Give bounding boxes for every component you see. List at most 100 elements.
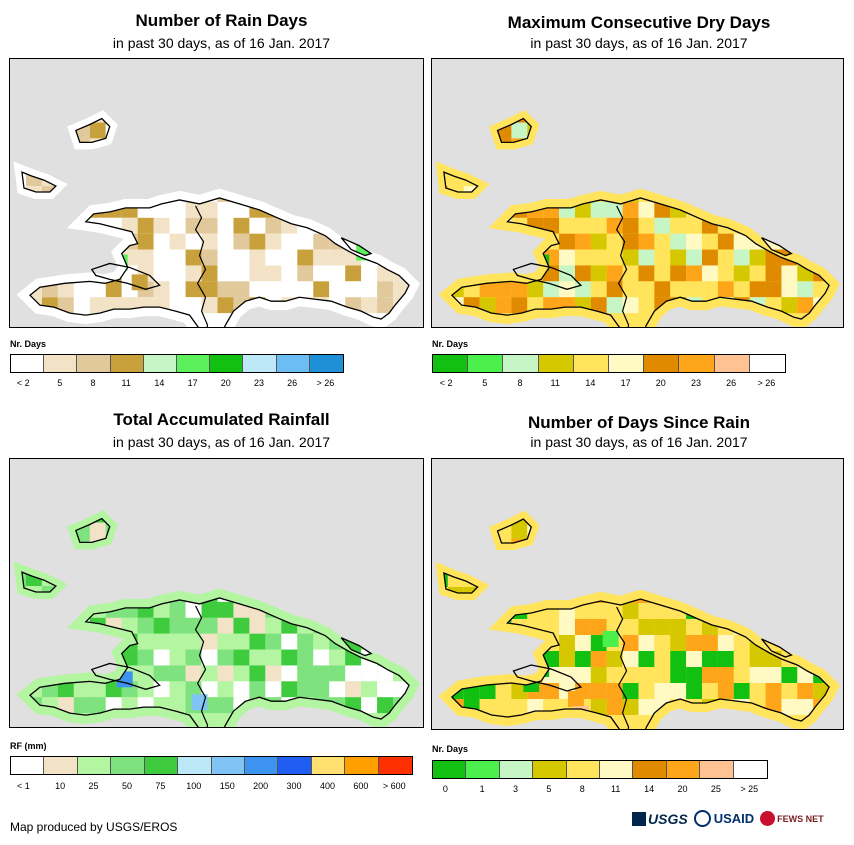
grid-cell <box>42 91 58 107</box>
grid-cell <box>464 59 480 75</box>
grid-cell <box>89 122 106 139</box>
grid-cell <box>169 649 186 666</box>
panel2-legend-bar <box>432 354 786 373</box>
grid-cell <box>702 170 718 187</box>
grid-cell <box>249 75 265 91</box>
grid-cell <box>329 649 346 666</box>
grid-cell <box>511 523 528 539</box>
rainfall-map <box>9 458 424 728</box>
grid-cell <box>169 217 186 234</box>
grid-cell <box>74 491 90 507</box>
grid-cell <box>496 91 512 107</box>
grid-cell <box>448 459 464 475</box>
grid-cell <box>527 75 543 91</box>
grid-cell <box>26 91 42 107</box>
grid-cell <box>409 554 410 571</box>
grid-cell <box>670 75 686 91</box>
grid-cell <box>443 265 448 282</box>
grid-cell <box>543 154 560 171</box>
grid-cell <box>329 170 346 187</box>
grid-cell <box>185 554 202 571</box>
grid-cell <box>281 475 297 491</box>
grid-cell <box>518 244 535 261</box>
legend-swatch <box>468 355 504 372</box>
grid-cell <box>750 75 766 91</box>
grid-cell <box>654 138 671 155</box>
grid-cell <box>154 475 170 491</box>
grid-cell <box>749 281 766 298</box>
grid-cell <box>201 281 218 298</box>
grid-cell <box>393 518 410 523</box>
grid-cell <box>41 617 58 634</box>
legend-swatch <box>700 761 734 778</box>
grid-cell <box>58 491 74 507</box>
grid-cell <box>479 118 496 123</box>
grid-cell <box>702 491 718 507</box>
grid-cell <box>559 75 575 91</box>
grid-cell <box>527 571 544 587</box>
grid-cell <box>638 491 654 507</box>
grid-cell <box>217 138 234 155</box>
grid-cell <box>345 586 362 602</box>
grid-cell <box>432 59 448 75</box>
grid-cell <box>750 59 766 75</box>
grid-cell <box>105 186 122 202</box>
grid-cell <box>718 75 734 91</box>
grid-cell <box>670 91 686 107</box>
grid-cell <box>606 281 623 298</box>
legend-label: 14 <box>644 784 655 794</box>
grid-cell <box>345 75 361 91</box>
grid-cell <box>329 281 346 298</box>
grid-cell <box>829 91 843 107</box>
grid-cell <box>169 665 186 682</box>
grid-cell <box>559 459 575 475</box>
grid-cell <box>702 519 718 523</box>
grid-cell <box>463 619 480 635</box>
grid-cell <box>717 683 734 699</box>
grid-cell <box>297 265 314 282</box>
grid-cell <box>654 233 671 250</box>
grid-cell <box>813 555 830 571</box>
grid-cell <box>496 75 512 91</box>
legend-label: 10 <box>55 781 66 791</box>
grid-cell <box>829 555 830 571</box>
grid-cell <box>432 491 448 507</box>
grid-cell <box>511 170 528 187</box>
grid-cell <box>361 186 378 202</box>
grid-cell <box>393 459 409 475</box>
grid-cell <box>409 459 423 475</box>
legend-swatch <box>210 355 244 372</box>
grid-cell <box>89 154 106 171</box>
grid-cell <box>638 217 655 234</box>
grid-cell <box>575 59 591 75</box>
grid-cell <box>574 555 591 571</box>
grid-cell <box>654 519 671 523</box>
grid-cell <box>74 475 90 491</box>
grid-cell <box>169 170 186 187</box>
grid-cell <box>201 601 218 618</box>
legend-swatch <box>633 761 667 778</box>
grid-cell <box>249 233 266 250</box>
grid-cell <box>511 683 528 699</box>
grid-cell <box>543 459 559 475</box>
grid-cell <box>169 154 186 171</box>
grid-cell <box>638 571 655 587</box>
grid-cell <box>606 519 623 523</box>
legend-label: 20 <box>677 784 688 794</box>
grid-cell <box>527 59 543 75</box>
grid-cell <box>829 170 830 187</box>
grid-cell <box>495 154 512 171</box>
grid-cell <box>527 459 543 475</box>
grid-cell <box>249 491 265 507</box>
grid-cell <box>21 538 26 555</box>
grid-cell <box>511 651 528 667</box>
legend-swatch <box>211 757 245 774</box>
grid-cell <box>574 154 591 171</box>
grid-cell <box>58 75 74 91</box>
grid-cell <box>622 555 639 571</box>
grid-cell <box>57 233 74 250</box>
grid-cell <box>686 186 703 202</box>
grid-cell <box>42 459 58 475</box>
grid-cell <box>590 249 607 266</box>
grid-cell <box>575 91 591 107</box>
